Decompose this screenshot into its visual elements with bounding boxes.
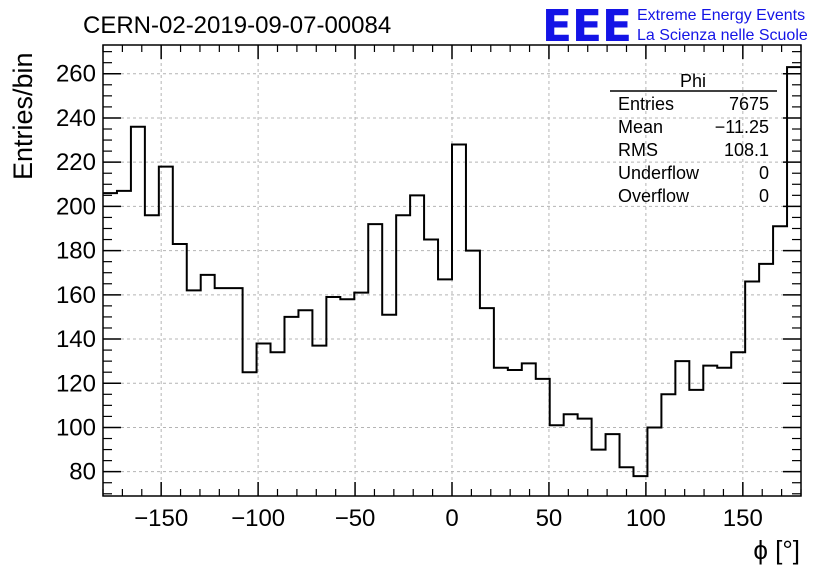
histogram-bin [257,343,271,496]
histogram-bin [410,195,424,496]
histogram-bin [661,394,675,496]
y-tick-labels: 80 100 120 140 160 180 200 220 240 260 [56,61,96,486]
histogram-bin [284,317,298,496]
histogram-bin [187,290,201,496]
histogram-bin [522,363,536,496]
histogram-bin [703,366,717,496]
histogram-bin [103,193,117,496]
histogram-bin [298,310,312,496]
x-axis-label: ϕ [°] [753,535,800,565]
y-tick-label: 120 [56,370,96,397]
histogram-bin [494,368,508,496]
histogram-bin [173,244,187,496]
stats-title: Phi [680,71,706,91]
histogram-bin [647,427,661,496]
y-tick-label: 180 [56,238,96,265]
histogram-bin [438,279,452,496]
histogram-bin [592,450,606,496]
y-tick-label: 100 [56,414,96,441]
histogram-bin [536,379,550,496]
histogram-bin [159,167,173,496]
histogram-bin [326,297,340,496]
histogram-bin [717,368,731,496]
histogram-bin [424,240,438,496]
stats-value-underflow: 0 [759,163,769,183]
histogram-bin [382,315,396,496]
histogram-bin [745,282,759,496]
x-tick-label: 150 [723,505,763,532]
stats-label-rms: RMS [618,140,658,160]
histogram-bin [243,372,257,496]
histogram-bin [368,224,382,496]
stats-label-underflow: Underflow [618,163,700,183]
histogram-bin [508,370,522,496]
histogram-bin [606,434,620,496]
stats-value-rms: 108.1 [724,140,769,160]
histogram-bin [201,275,215,496]
histogram-bin [689,390,703,496]
histogram-outline [103,66,801,478]
brand-line-1: Extreme Energy Events [637,7,805,24]
stats-label-mean: Mean [618,117,663,137]
histogram-bin [354,293,368,496]
histogram-bin [312,346,326,496]
x-tick-label: 0 [445,505,458,532]
y-axis-label: Entries/bin [8,52,38,180]
histogram-bin [145,215,159,496]
histogram-bin [215,288,229,496]
x-tick-label: 50 [536,505,563,532]
histogram-bin [396,215,410,496]
histogram-bin [117,191,131,496]
y-tick-label: 260 [56,61,96,88]
histogram-bin [787,67,801,496]
grid-lines [103,45,801,496]
histogram-bin [131,127,145,496]
y-tick-label: 140 [56,326,96,353]
y-tick-label: 80 [69,459,96,486]
histogram-bin [564,414,578,496]
histogram-bin [271,352,285,496]
histogram-bin [550,425,564,496]
y-tick-label: 160 [56,282,96,309]
x-tick-label: −150 [134,505,188,532]
x-tick-label: −50 [335,505,376,532]
x-tick-labels: −150 −100 −50 0 50 100 150 [134,505,763,532]
eee-logo: EEE [542,1,632,52]
histogram-bin [759,264,773,496]
histogram-bin [229,288,243,496]
stats-label-overflow: Overflow [618,186,690,206]
histogram-bin [675,361,689,496]
histogram-bin [480,308,494,496]
y-tick-label: 240 [56,105,96,132]
histogram-bin [731,352,745,496]
histogram-bin [578,419,592,496]
histogram-bin [466,251,480,496]
y-tick-label: 200 [56,193,96,220]
histogram-bin [340,299,354,496]
stats-label-entries: Entries [618,94,674,114]
stats-box: Phi Entries 7675 Mean −11.25 RMS 108.1 U… [610,71,777,206]
x-tick-label: −100 [231,505,285,532]
histogram-bin [773,226,787,496]
stats-value-entries: 7675 [729,94,769,114]
stats-value-overflow: 0 [759,186,769,206]
run-title: CERN-02-2019-09-07-00084 [83,12,391,39]
stats-value-mean: −11.25 [715,117,769,137]
brand-line-2: La Scienza nelle Scuole [637,27,808,44]
y-tick-label: 220 [56,149,96,176]
x-tick-label: 100 [626,505,666,532]
histogram-bin [452,144,466,496]
axis-ticks [102,45,802,496]
